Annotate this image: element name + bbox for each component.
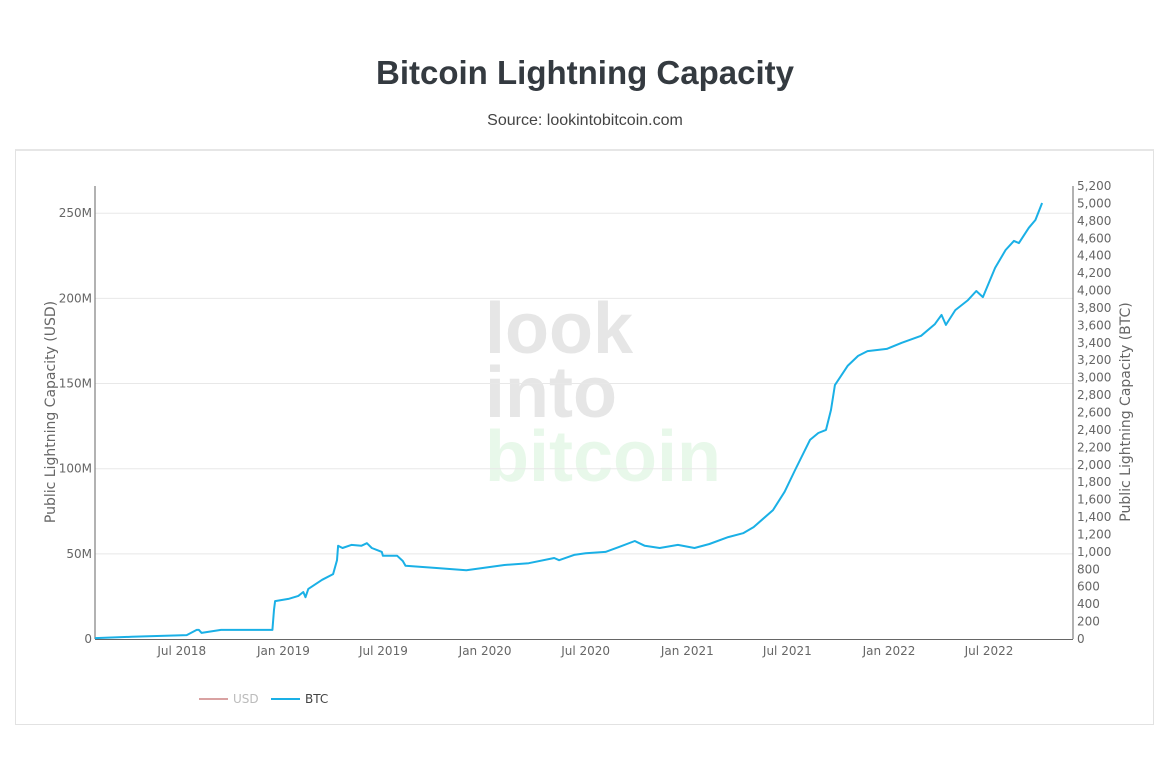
y-right-tick-label: 2,200 [1077,440,1111,454]
y-axis-left-ticks: 0 50M 100M 150M 200M 250M [59,206,92,646]
y-right-tick-label: 600 [1077,580,1100,594]
y-right-tick-label: 1,400 [1077,510,1111,524]
y-right-tick-label: 2,000 [1077,458,1111,472]
legend-item-usd[interactable]: USD [199,692,259,706]
x-tick-label: Jul 2019 [358,644,408,658]
y-right-tick-label: 1,800 [1077,475,1111,489]
chart-subtitle: Source: lookintobitcoin.com [487,112,683,129]
y-right-tick-label: 4,400 [1077,249,1111,263]
y-right-tick-label: 3,800 [1077,301,1111,315]
y-right-tick-label: 2,600 [1077,406,1111,420]
y-right-tick-label: 3,000 [1077,371,1111,385]
y-right-tick-label: 200 [1077,615,1100,629]
chart-frame [15,149,1154,725]
legend-item-btc[interactable]: BTC [271,692,328,706]
y-right-tick-label: 0 [1077,632,1085,646]
x-tick-label: Jan 2019 [256,644,310,658]
y-left-tick-label: 150M [59,377,92,391]
chart-title: Bitcoin Lightning Capacity [376,54,794,91]
legend: USD BTC [199,692,328,706]
series-line-btc [94,202,1044,640]
y-right-tick-label: 4,800 [1077,214,1111,228]
y-right-tick-label: 3,600 [1077,318,1111,332]
y-axis-left-title: Public Lightning Capacity (USD) [43,301,59,523]
y-right-tick-label: 1,200 [1077,527,1111,541]
x-tick-label: Jan 2020 [458,644,512,658]
y-left-tick-label: 250M [59,206,92,220]
y-left-tick-label: 200M [59,291,92,305]
y-left-tick-label: 100M [59,462,92,476]
y-right-tick-label: 800 [1077,562,1100,576]
y-axis-right-ticks: 0 200 400 600 800 1,000 1,200 1,400 1,600 1,800 2,… [1077,179,1111,646]
watermark-logo: look into bitcoin [485,289,721,497]
legend-label: USD [233,692,259,706]
y-right-tick-label: 4,000 [1077,284,1111,298]
legend-label: BTC [305,692,328,706]
y-right-tick-label: 1,600 [1077,493,1111,507]
y-right-tick-label: 400 [1077,597,1100,611]
y-axis-right-title: Public Lightning Capacity (BTC) [1118,302,1134,521]
x-tick-label: Jul 2021 [762,644,812,658]
x-tick-label: Jan 2022 [862,644,916,658]
watermark-into: into [485,353,617,433]
y-left-tick-label: 50M [66,547,92,561]
watermark-bitcoin: bitcoin [485,417,721,497]
y-right-tick-label: 3,400 [1077,336,1111,350]
gridlines [95,212,1073,555]
y-right-tick-label: 1,000 [1077,545,1111,559]
y-right-tick-label: 5,200 [1077,179,1111,193]
y-right-tick-label: 4,600 [1077,231,1111,245]
x-tick-label: Jul 2020 [560,644,610,658]
axes [94,186,1074,640]
series-lines [94,202,1044,640]
y-right-tick-label: 4,200 [1077,266,1111,280]
x-tick-label: Jul 2022 [964,644,1014,658]
y-right-tick-label: 2,400 [1077,423,1111,437]
x-tick-label: Jul 2018 [156,644,206,658]
x-tick-label: Jan 2021 [660,644,714,658]
watermark-look: look [485,289,634,369]
y-left-tick-label: 0 [84,632,92,646]
y-right-tick-label: 3,200 [1077,353,1111,367]
y-right-tick-label: 2,800 [1077,388,1111,402]
x-axis-ticks: Jul 2018 Jan 2019 Jul 2019 Jan 2020 Jul 2020… [156,644,1013,658]
y-right-tick-label: 5,000 [1077,196,1111,210]
